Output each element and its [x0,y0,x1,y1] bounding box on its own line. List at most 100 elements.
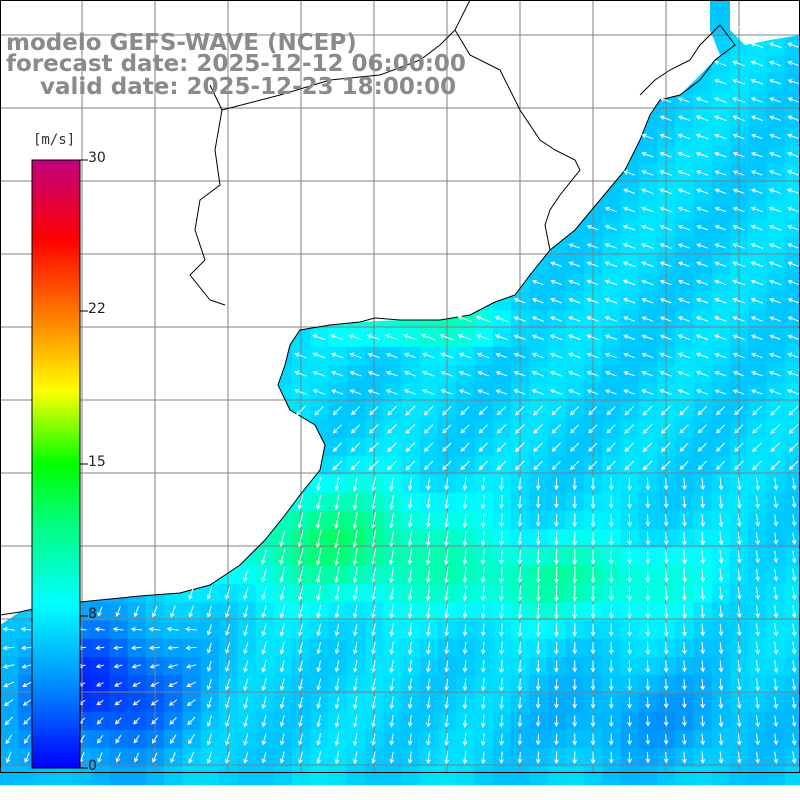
wind-arrow [5,734,13,745]
wind-arrow [444,548,449,566]
wind-arrow [627,585,632,602]
wind-arrow [769,78,782,85]
wind-arrow [499,678,504,692]
wind-speed-cell [127,766,147,786]
wind-speed-cell [638,401,658,421]
wind-arrow [659,133,672,140]
wind-arrow [791,641,797,655]
wind-arrow [499,659,504,674]
wind-arrow [462,623,468,637]
wind-speed-cell [620,419,640,439]
wind-speed-cell [474,401,494,421]
wind-arrow [426,477,431,491]
wind-arrow [462,495,468,510]
wind-arrow [480,714,486,728]
wind-arrow [604,389,617,395]
wind-arrow [334,494,340,511]
wind-arrow [279,623,285,637]
wind-arrow [350,424,361,434]
wind-arrow [750,78,764,85]
wind-arrow [572,585,578,602]
wind-arrow [423,460,434,471]
wind-speed-cell [766,456,786,475]
wind-arrow [645,495,651,509]
wind-arrow [608,513,614,528]
wind-arrow [112,627,124,632]
wind-arrow [773,586,779,601]
wind-arrow [627,697,632,709]
wind-arrow [132,682,141,687]
wind-arrow [586,261,599,267]
wind-arrow [623,334,636,340]
wind-speed-cell [127,693,147,713]
wind-speed-cell [511,766,530,786]
wind-arrow [773,532,779,545]
wind-arrow [225,751,231,764]
wind-arrow [206,733,212,746]
wind-arrow [316,751,322,765]
wind-arrow [352,511,358,530]
wind-arrow [367,389,380,395]
wind-speed-cell [237,766,256,786]
wind-arrow [371,604,376,619]
wind-arrow [315,511,322,529]
wind-arrow [186,681,197,687]
wind-arrow [423,442,434,452]
wind-arrow [586,334,599,341]
wind-arrow [590,585,596,602]
wind-arrow [677,243,690,249]
wind-arrow [444,623,450,637]
wind-arrow [659,170,672,176]
wind-speed-cell [547,419,567,439]
wind-arrow [113,663,123,669]
wind-arrow [499,549,504,565]
wind-arrow [769,352,782,359]
wind-arrow [499,531,504,546]
wind-arrow [314,405,324,416]
wind-speed-cell [748,438,767,457]
wind-arrow [130,645,142,651]
wind-arrow [732,243,745,249]
wind-speed-cell [219,766,238,786]
wind-arrow [773,514,779,527]
wind-arrow [732,97,745,103]
wind-arrow [645,532,651,546]
wind-arrow [444,477,450,491]
wind-arrow [499,696,504,710]
wind-arrow [24,734,31,744]
wind-speed-cell [602,401,621,421]
wind-speed-cell [784,54,800,74]
wind-arrow [444,641,450,655]
wind-arrow [769,133,781,140]
wind-arrow [755,550,760,564]
wind-arrow [750,97,763,103]
wind-speed-cell [784,273,800,293]
wind-arrow [700,751,706,765]
wind-arrow [645,567,651,583]
wind-arrow [386,460,398,471]
wind-arrow [350,406,361,416]
wind-arrow [312,334,326,341]
wind-arrow [732,78,745,85]
wind-arrow [773,568,779,582]
wind-speed-cell [346,766,366,786]
wind-arrow [496,406,507,416]
wind-speed-cell [346,456,366,475]
wind-arrow [773,659,779,674]
wind-arrow [352,732,358,747]
wind-arrow [369,424,379,434]
wind-arrow [389,751,395,764]
wind-arrow [421,333,436,341]
wind-arrow [149,664,160,669]
wind-arrow [261,549,267,565]
wind-arrow [151,605,158,618]
wind-arrow [389,714,395,728]
wind-arrow [97,734,104,744]
wind-arrow [588,424,598,434]
wind-arrow [514,424,525,434]
wind-arrow [590,642,596,655]
wind-speed-cell [784,419,800,439]
wind-arrow [334,548,340,566]
wind-speed-cell [328,766,348,786]
wind-arrow [316,494,322,510]
